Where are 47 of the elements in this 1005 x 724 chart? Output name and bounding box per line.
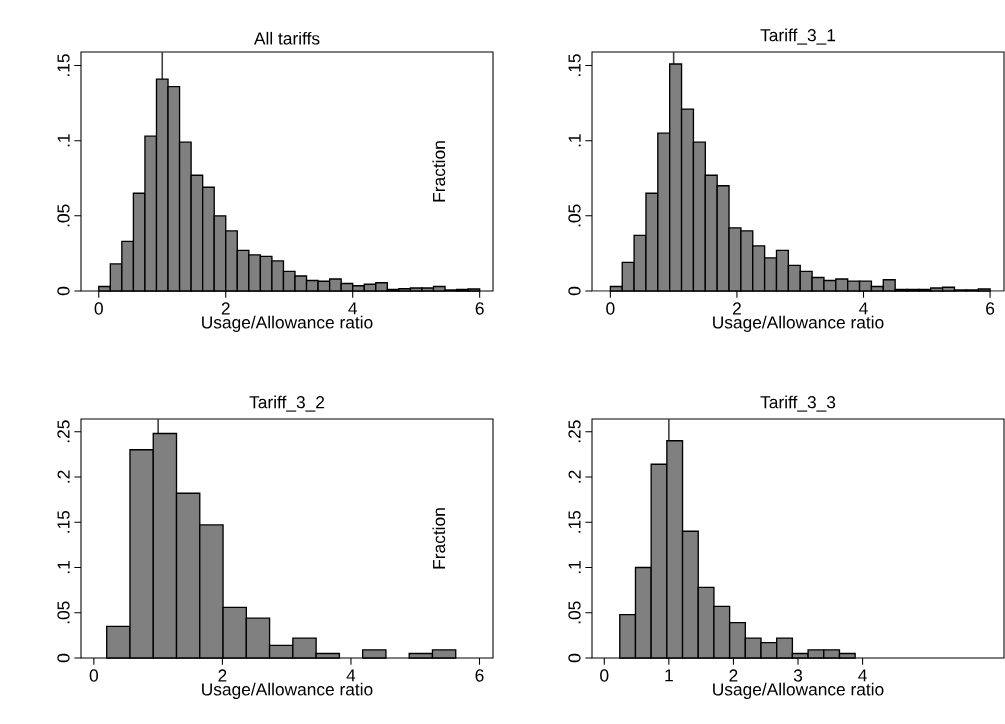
y-tick-label: .05	[57, 204, 70, 227]
chart-title: Tariff_3_1	[760, 28, 836, 45]
chart-title: Tariff_3_2	[249, 395, 325, 412]
x-axis-title: Usage/Allowance ratio	[713, 682, 884, 699]
x-tick-label: 3	[793, 669, 803, 682]
y-axis-title: Fraction	[432, 508, 446, 569]
y-tick-label: 0	[568, 286, 581, 296]
y-tick-label: .25	[568, 420, 581, 443]
x-axis-title: Usage/Allowance ratio	[202, 682, 373, 699]
x-axis-title: Usage/Allowance ratio	[202, 315, 373, 332]
x-tick-label: 0	[94, 302, 103, 315]
x-axis-title: Usage/Allowance ratio	[713, 315, 884, 332]
x-tick-label: 6	[475, 669, 484, 682]
y-tick-label: 0	[57, 286, 70, 296]
y-tick-label: .1	[57, 561, 70, 574]
y-tick-label: .2	[57, 470, 70, 483]
y-tick-label: .05	[568, 204, 581, 227]
x-tick-label: 4	[346, 669, 356, 682]
x-tick-label: 4	[859, 302, 868, 315]
x-tick-label: 4	[348, 302, 358, 315]
chart-title: Tariff_3_3	[760, 395, 836, 412]
x-tick-label: 1	[665, 669, 673, 682]
x-tick-label: 0	[600, 669, 609, 682]
y-tick-label: .05	[568, 601, 581, 624]
y-tick-label: .15	[568, 510, 581, 533]
y-tick-label: 0	[568, 653, 581, 663]
x-tick-label: 2	[733, 302, 741, 315]
y-tick-label: .15	[568, 54, 581, 76]
x-tick-label: 0	[606, 302, 615, 315]
y-tick-label: 0	[57, 653, 70, 663]
y-tick-label: .05	[57, 601, 70, 624]
x-tick-label: 0	[89, 669, 99, 682]
chart-title: All tariffs	[253, 31, 320, 45]
y-tick-label: .1	[568, 561, 581, 574]
x-tick-label: 2	[221, 302, 230, 315]
x-tick-label: 4	[858, 669, 867, 682]
x-tick-label: 2	[218, 669, 227, 682]
y-axis-title: Fraction	[432, 141, 446, 202]
y-tick-label: .1	[57, 134, 70, 147]
y-tick-label: .15	[57, 54, 70, 76]
y-tick-label: .1	[568, 134, 581, 147]
y-tick-label: .25	[57, 420, 70, 443]
x-tick-label: 6	[986, 302, 995, 315]
x-tick-label: 6	[475, 302, 484, 315]
y-tick-label: .15	[57, 510, 70, 533]
y-tick-label: .2	[568, 470, 581, 483]
x-tick-label: 2	[729, 669, 738, 682]
